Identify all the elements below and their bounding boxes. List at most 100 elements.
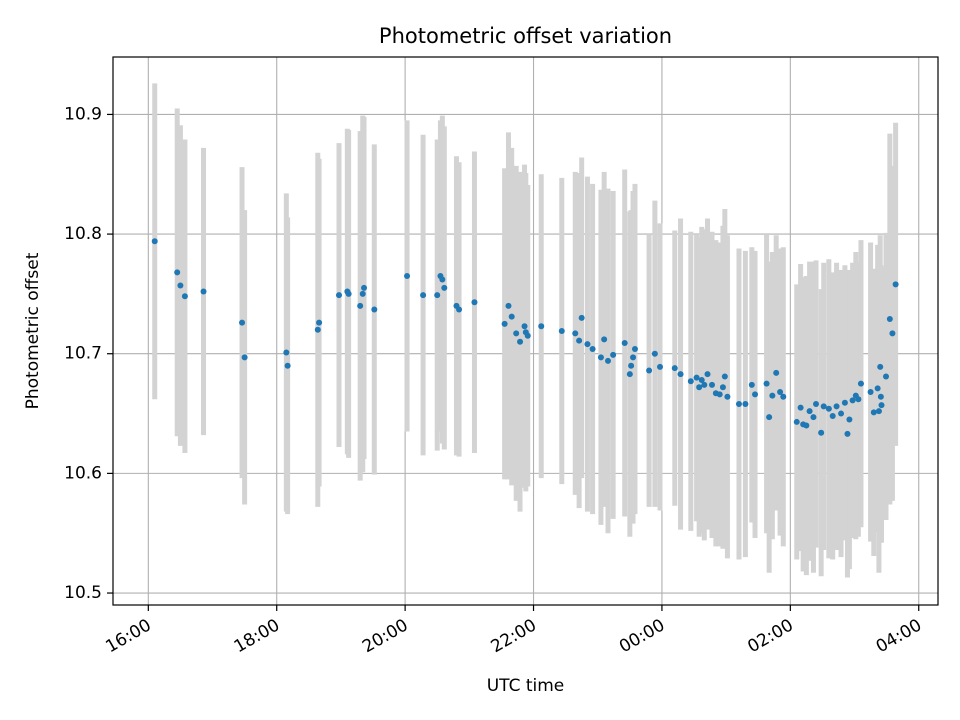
data-point	[719, 384, 726, 391]
data-point	[441, 284, 448, 291]
data-point	[833, 403, 840, 410]
y-tick-label: 10.9	[64, 104, 102, 124]
data-point	[513, 330, 520, 337]
data-point	[572, 330, 579, 337]
data-point	[200, 288, 207, 295]
data-point	[584, 341, 591, 348]
data-point	[434, 292, 441, 299]
data-point	[508, 313, 515, 320]
data-point	[886, 316, 893, 323]
data-point	[874, 385, 881, 392]
data-point	[844, 430, 851, 437]
y-tick-label: 10.7	[64, 344, 102, 364]
data-point	[813, 400, 820, 407]
y-axis-title: Photometric offset	[23, 252, 43, 409]
data-point	[420, 292, 427, 299]
data-point	[748, 381, 755, 388]
data-point	[621, 339, 628, 346]
data-point	[780, 393, 787, 400]
data-point	[610, 351, 617, 358]
data-point	[855, 396, 862, 403]
data-point	[241, 354, 248, 361]
data-point	[521, 323, 528, 330]
data-point	[846, 416, 853, 423]
data-point	[882, 373, 889, 380]
y-axis-ticks: 10.5 10.6 10.7 10.8 10.9	[64, 104, 113, 603]
y-tick-label: 10.5	[64, 583, 102, 603]
data-point	[875, 408, 882, 415]
data-point	[657, 363, 664, 370]
data-point	[716, 391, 723, 398]
data-point	[314, 326, 321, 333]
data-point	[558, 328, 565, 334]
y-tick-label: 10.6	[64, 463, 102, 483]
data-point	[742, 400, 749, 407]
data-point	[724, 393, 731, 400]
data-point	[818, 429, 825, 436]
data-point	[773, 369, 780, 376]
data-point	[735, 400, 742, 407]
data-point	[505, 302, 512, 309]
data-point	[345, 290, 352, 297]
data-point	[698, 377, 705, 384]
data-point	[696, 384, 703, 391]
data-point	[151, 238, 158, 245]
data-point	[709, 381, 716, 388]
data-point	[721, 373, 728, 380]
data-point	[693, 374, 700, 381]
data-point	[439, 276, 446, 283]
plot-frame	[112, 56, 939, 606]
data-point	[181, 293, 188, 300]
data-point	[597, 354, 604, 361]
x-axis-title: UTC time	[487, 676, 565, 696]
data-point	[359, 290, 366, 297]
data-point	[677, 371, 684, 378]
data-point	[803, 422, 810, 429]
data-point	[878, 402, 885, 409]
data-point	[797, 404, 804, 411]
data-point	[589, 345, 596, 352]
data-point	[626, 371, 633, 378]
data-point	[877, 393, 884, 400]
chart-title: Photometric offset variation	[379, 24, 672, 48]
data-point	[404, 272, 411, 279]
data-point	[601, 336, 608, 343]
data-point	[524, 332, 531, 339]
data-point	[501, 320, 508, 327]
data-point	[701, 381, 708, 388]
data-point	[825, 405, 832, 412]
data-point	[538, 323, 545, 330]
y-tick-label: 10.8	[64, 224, 102, 244]
data-point	[810, 414, 817, 421]
data-point	[889, 330, 896, 337]
data-point	[849, 397, 856, 404]
data-point	[777, 389, 784, 396]
data-point	[631, 345, 638, 352]
data-point	[752, 391, 759, 398]
data-point	[177, 282, 184, 289]
data-point	[630, 354, 637, 361]
data-point	[576, 337, 583, 344]
data-point	[646, 367, 653, 374]
data-point	[239, 319, 246, 326]
data-point	[628, 362, 635, 369]
data-point	[829, 412, 836, 419]
data-point	[456, 306, 463, 313]
data-point	[793, 418, 800, 425]
data-point	[361, 284, 368, 291]
data-point	[838, 410, 845, 417]
data-point	[820, 403, 827, 410]
data-point	[605, 357, 611, 364]
data-point	[867, 389, 874, 396]
data-point	[651, 350, 658, 357]
data-point	[841, 399, 848, 406]
data-point	[283, 349, 290, 356]
data-point	[769, 392, 776, 399]
data-point	[806, 408, 813, 415]
data-point	[870, 409, 877, 416]
data-point	[766, 414, 773, 421]
data-point	[371, 306, 378, 313]
data-point	[471, 299, 478, 306]
data-points	[151, 238, 899, 437]
